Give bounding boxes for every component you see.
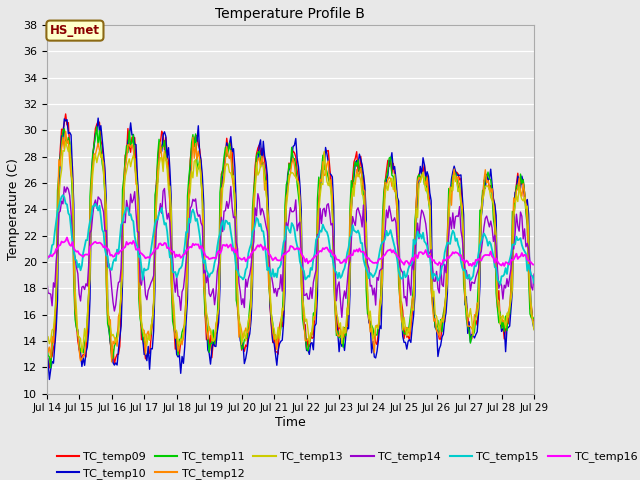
TC_temp10 — [323, 151, 331, 157]
TC_temp14 — [339, 296, 347, 302]
TC_temp13 — [43, 339, 51, 345]
Line: TC_temp09: TC_temp09 — [47, 114, 534, 368]
TC_temp16 — [63, 235, 71, 240]
TC_temp16 — [43, 251, 51, 257]
TC_temp12 — [136, 311, 144, 317]
TC_temp10 — [43, 347, 51, 353]
TC_temp14 — [322, 214, 330, 219]
TC_temp16 — [500, 263, 508, 269]
TC_temp12 — [56, 163, 64, 169]
TC_temp14 — [338, 314, 346, 320]
Line: TC_temp10: TC_temp10 — [47, 118, 534, 380]
TC_temp12 — [350, 180, 358, 185]
Legend: TC_temp09, TC_temp10, TC_temp11, TC_temp12, TC_temp13, TC_temp14, TC_temp15, TC_: TC_temp09, TC_temp10, TC_temp11, TC_temp… — [52, 447, 640, 480]
Line: TC_temp14: TC_temp14 — [47, 186, 534, 317]
TC_temp11 — [323, 169, 331, 175]
TC_temp14 — [227, 183, 235, 189]
TC_temp16 — [135, 246, 143, 252]
TC_temp09 — [58, 126, 65, 132]
TC_temp09 — [62, 111, 70, 117]
TC_temp11 — [47, 365, 54, 371]
Line: TC_temp16: TC_temp16 — [47, 238, 534, 266]
TC_temp16 — [322, 245, 330, 251]
TC_temp11 — [474, 305, 481, 311]
TC_temp13 — [62, 139, 70, 145]
TC_temp11 — [58, 142, 65, 148]
TC_temp13 — [56, 176, 64, 182]
Y-axis label: Temperature (C): Temperature (C) — [7, 158, 20, 260]
TC_temp10 — [94, 115, 102, 121]
TC_temp11 — [43, 336, 51, 342]
TC_temp11 — [339, 344, 347, 350]
TC_temp15 — [135, 254, 143, 260]
Line: TC_temp13: TC_temp13 — [47, 142, 534, 353]
TC_temp09 — [474, 322, 481, 328]
TC_temp15 — [472, 264, 479, 269]
TC_temp11 — [93, 124, 100, 130]
TC_temp09 — [43, 351, 51, 357]
TC_temp13 — [474, 312, 481, 318]
TC_temp14 — [350, 219, 358, 225]
TC_temp15 — [530, 280, 538, 286]
TC_temp15 — [59, 192, 67, 198]
TC_temp16 — [530, 262, 538, 267]
X-axis label: Time: Time — [275, 416, 306, 429]
TC_temp13 — [339, 324, 347, 330]
TC_temp10 — [350, 174, 358, 180]
TC_temp14 — [474, 270, 481, 276]
TC_temp15 — [43, 257, 51, 263]
TC_temp14 — [530, 271, 538, 277]
TC_temp12 — [339, 334, 347, 340]
TC_temp09 — [350, 159, 358, 165]
TC_temp12 — [43, 338, 51, 344]
TC_temp15 — [338, 273, 346, 279]
TC_temp10 — [45, 377, 53, 383]
TC_temp09 — [339, 339, 347, 345]
Text: HS_met: HS_met — [50, 24, 100, 37]
TC_temp13 — [78, 350, 86, 356]
TC_temp10 — [530, 326, 538, 332]
TC_temp12 — [62, 129, 70, 134]
TC_temp14 — [43, 275, 51, 281]
TC_temp09 — [136, 290, 144, 296]
TC_temp12 — [474, 300, 481, 306]
TC_temp12 — [323, 161, 331, 167]
TC_temp13 — [530, 327, 538, 333]
TC_temp11 — [136, 316, 144, 322]
Title: Temperature Profile B: Temperature Profile B — [216, 7, 365, 21]
TC_temp12 — [530, 324, 538, 329]
TC_temp16 — [338, 260, 346, 266]
TC_temp10 — [474, 329, 481, 335]
TC_temp09 — [45, 365, 53, 371]
TC_temp10 — [136, 297, 144, 302]
TC_temp15 — [497, 282, 504, 288]
TC_temp14 — [56, 208, 64, 214]
TC_temp10 — [339, 339, 347, 345]
TC_temp15 — [56, 198, 64, 204]
TC_temp16 — [349, 252, 356, 258]
TC_temp16 — [56, 242, 64, 248]
Line: TC_temp15: TC_temp15 — [47, 195, 534, 285]
TC_temp13 — [350, 193, 358, 199]
TC_temp15 — [322, 228, 330, 234]
Line: TC_temp11: TC_temp11 — [47, 127, 534, 368]
TC_temp14 — [134, 229, 141, 235]
TC_temp10 — [58, 133, 65, 139]
TC_temp09 — [530, 318, 538, 324]
TC_temp11 — [350, 166, 358, 172]
TC_temp13 — [323, 179, 331, 184]
TC_temp09 — [323, 148, 331, 154]
TC_temp11 — [530, 316, 538, 322]
TC_temp15 — [349, 222, 356, 228]
Line: TC_temp12: TC_temp12 — [47, 132, 534, 362]
TC_temp12 — [108, 359, 115, 365]
TC_temp13 — [136, 280, 144, 286]
TC_temp16 — [472, 257, 479, 263]
